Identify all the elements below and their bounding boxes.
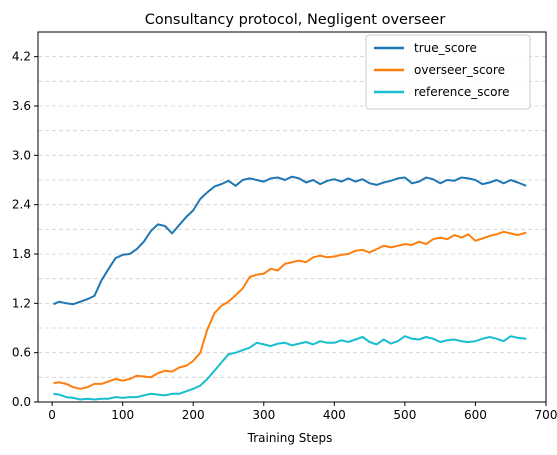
y-tick-label: 2.4 — [12, 198, 31, 212]
x-axis-label: Training Steps — [247, 431, 333, 445]
series-lines — [53, 175, 527, 401]
legend-box — [365, 34, 531, 110]
legend-label: true_score — [414, 41, 477, 55]
x-tick-label: 400 — [323, 408, 346, 422]
y-tick-label: 1.2 — [12, 296, 31, 310]
y-tick-label: 1.8 — [12, 247, 31, 261]
series-line-true-score — [53, 175, 527, 306]
x-tick-label: 500 — [393, 408, 416, 422]
chart-title: Consultancy protocol, Negligent overseer — [145, 12, 446, 28]
x-tick-label: 100 — [111, 408, 134, 422]
y-tick-label: 0.6 — [12, 346, 31, 360]
x-tick-label: 700 — [535, 408, 557, 422]
x-tick-label: 200 — [182, 408, 205, 422]
legend-label: overseer_score — [414, 63, 505, 77]
legend: true_score overseer_score reference_score — [365, 34, 531, 110]
x-tick-label: 0 — [48, 408, 56, 422]
series-line-overseer-score — [53, 230, 527, 390]
y-tick-label: 4.2 — [12, 50, 31, 64]
y-tick-label: 0.0 — [12, 395, 31, 409]
axis-ticks: 0 100 200 300 400 500 600 700 0.0 0.6 1.2 1.8 2.4 3.0… — [12, 50, 557, 422]
series-line-reference-score — [53, 335, 527, 401]
x-tick-label: 300 — [252, 408, 275, 422]
x-tick-label: 600 — [464, 408, 487, 422]
y-tick-label: 3.6 — [12, 99, 31, 113]
plot-frame — [37, 31, 547, 403]
y-tick-label: 3.0 — [12, 148, 31, 162]
legend-label: reference_score — [414, 85, 510, 99]
